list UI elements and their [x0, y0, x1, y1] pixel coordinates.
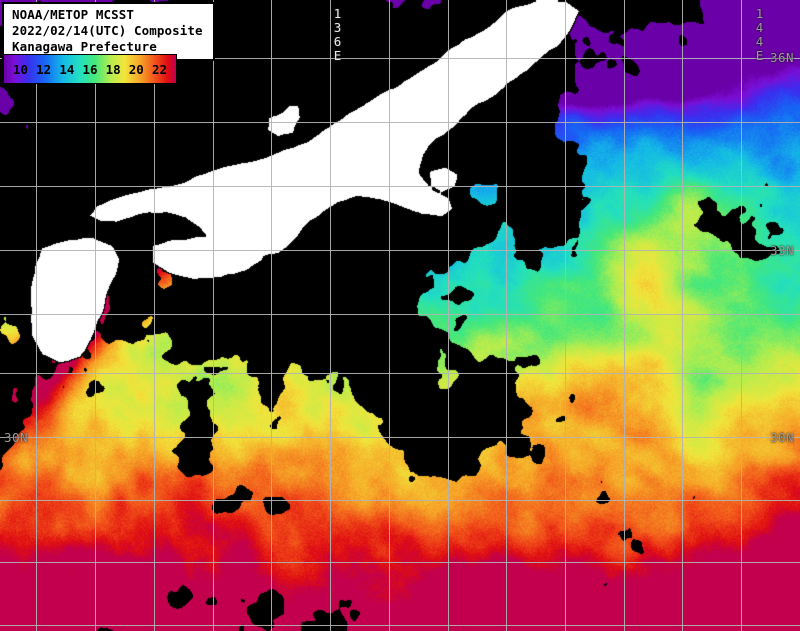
title-line-product: NOAA/METOP MCSST — [12, 7, 135, 22]
sst-colorbar: 10 12 14 16 18 20 22 — [3, 54, 177, 84]
colorbar-tick: 12 — [36, 61, 52, 77]
latitude-label: 33N — [770, 243, 795, 258]
colorbar-tick: 10 — [13, 61, 29, 77]
latitude-label: 30N — [4, 430, 29, 445]
longitude-label: 136E — [330, 6, 345, 62]
latitude-label: 30N — [770, 430, 795, 445]
colorbar-tick: 18 — [105, 61, 121, 77]
longitude-label: 144E — [752, 6, 767, 62]
colorbar-tick: 14 — [59, 61, 75, 77]
title-line-region: Kanagawa Prefecture — [12, 39, 157, 54]
title-line-datetime: 2022/02/14(UTC) Composite — [12, 23, 203, 38]
latitude-label: 36N — [770, 50, 795, 65]
colorbar-gradient — [4, 55, 176, 83]
colorbar-tick: 16 — [82, 61, 98, 77]
colorbar-tick: 20 — [128, 61, 144, 77]
colorbar-tick: 22 — [151, 61, 167, 77]
colorbar-tick-labels: 10 12 14 16 18 20 22 — [4, 55, 176, 83]
product-title-box: NOAA/METOP MCSST 2022/02/14(UTC) Composi… — [2, 2, 215, 61]
